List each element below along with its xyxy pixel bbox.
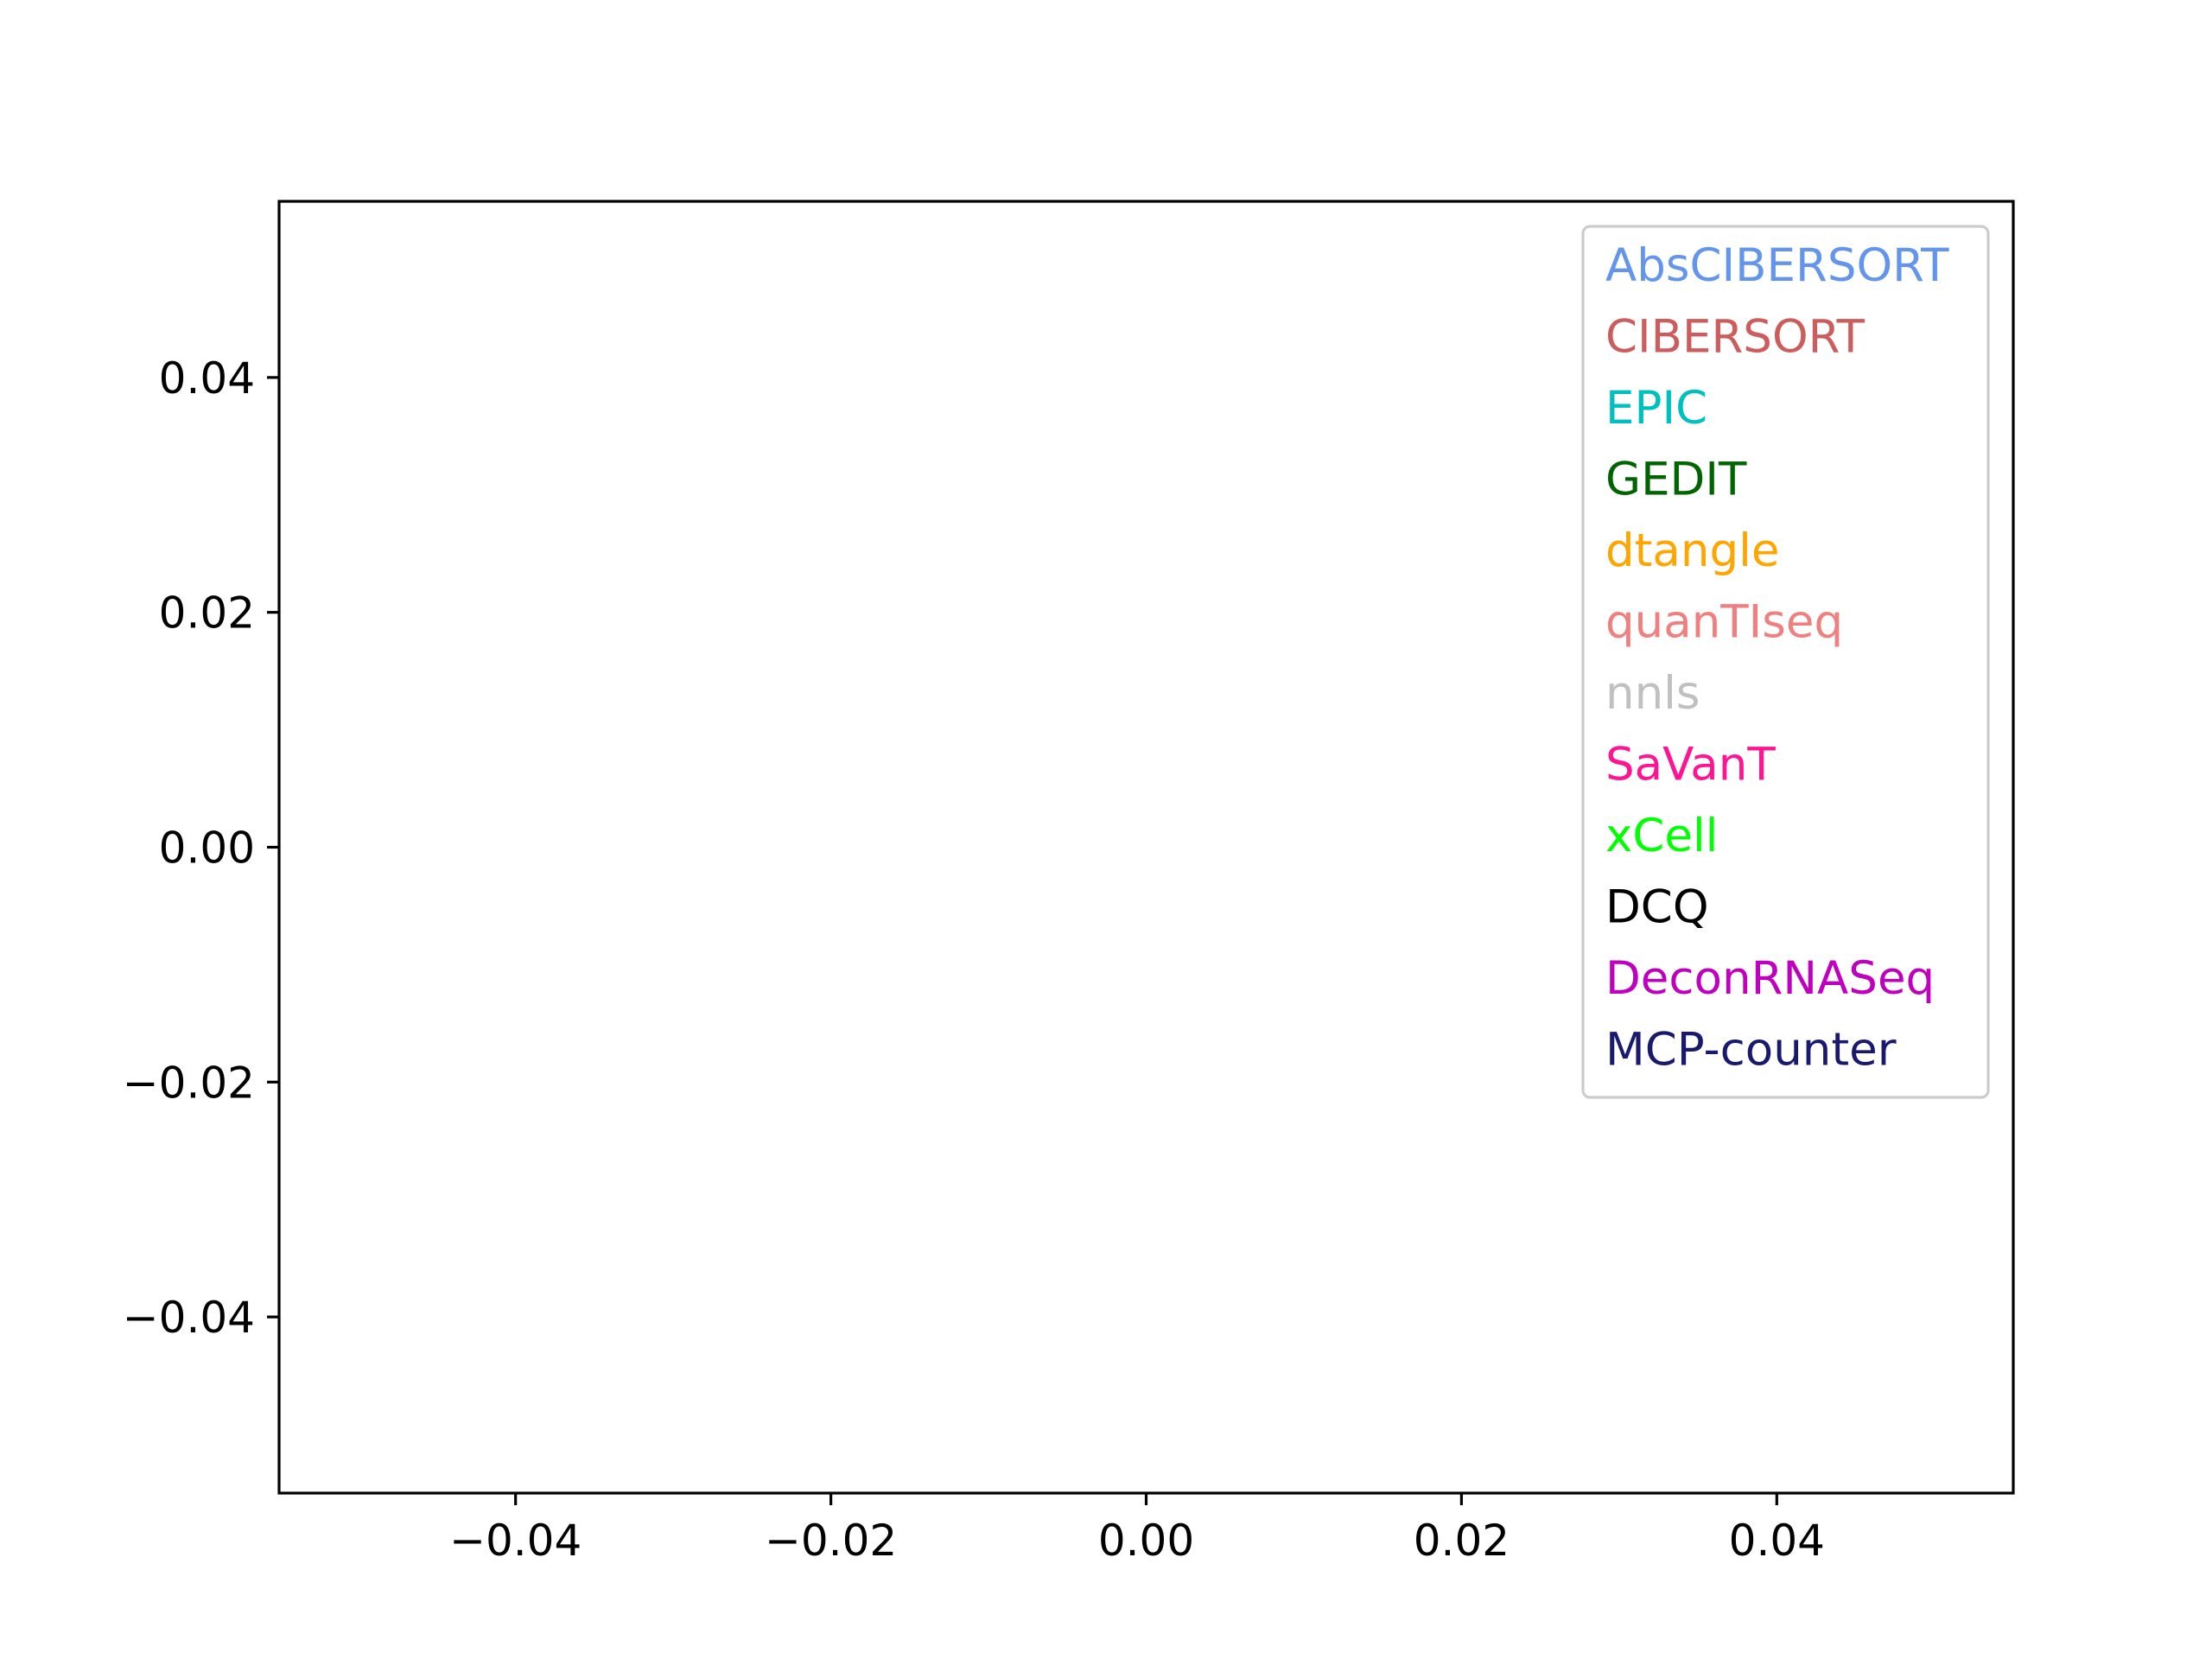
legend-entry: DCQ [1605,881,1709,934]
x-tick-label: −0.04 [449,1516,582,1566]
x-tick-label: 0.00 [1098,1516,1194,1566]
y-tick-label: −0.04 [123,1293,255,1343]
legend-entry: MCP-counter [1605,1024,1897,1077]
y-axis: 0.04 0.02 0.00 −0.02 −0.04 [123,353,279,1343]
legend-entry: quanTIseq [1605,596,1843,649]
y-tick-label: 0.04 [159,353,255,404]
legend-entry: DeconRNASeq [1605,952,1935,1005]
legend-entry: AbsCIBERSORT [1605,239,1949,292]
legend-entry: xCell [1605,810,1718,862]
legend-box [1581,225,1990,1099]
legend-entry: CIBERSORT [1605,311,1866,364]
x-tick-label: 0.04 [1729,1516,1825,1566]
y-tick-label: −0.02 [123,1058,255,1108]
legend-entry: nnls [1605,667,1700,720]
y-tick-label: 0.00 [159,823,255,874]
plot-frame [277,200,2015,1495]
x-tick-label: 0.02 [1414,1516,1510,1566]
legend-entry: EPIC [1605,382,1707,435]
legend: AbsCIBERSORT CIBERSORT EPIC GEDIT dtangle qua… [1581,225,1990,1099]
legend-entry: dtangle [1605,524,1779,577]
legend-entry: SaVanT [1605,739,1776,791]
x-tick-label: −0.02 [765,1516,897,1566]
legend-entry: GEDIT [1605,454,1747,506]
y-tick-label: 0.02 [159,588,255,639]
x-axis: −0.04 −0.02 0.00 0.02 0.04 [449,1493,1825,1566]
